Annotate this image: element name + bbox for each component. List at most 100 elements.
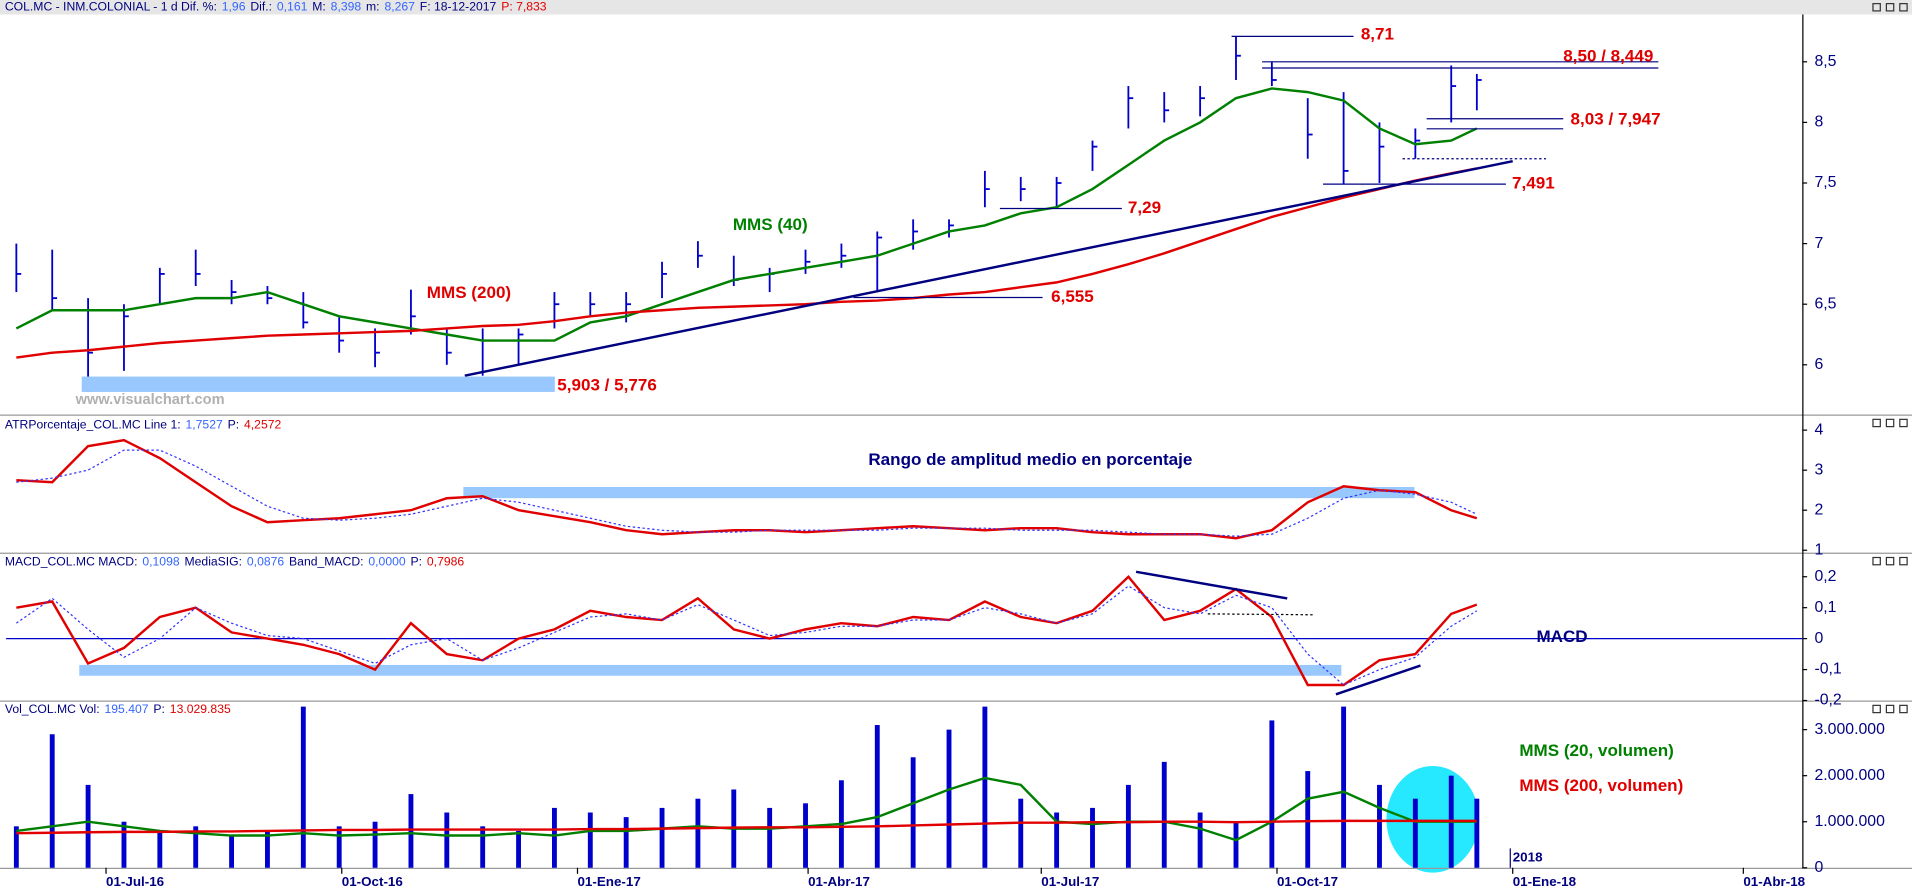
panel-control[interactable] — [1885, 3, 1895, 12]
series-label: MMS (200, volumen) — [1519, 776, 1683, 795]
window-controls — [1872, 3, 1908, 714]
volume-bar — [1090, 807, 1095, 868]
level-label: 8,71 — [1361, 25, 1394, 44]
series-line — [16, 438, 1478, 540]
volume-bar — [1341, 706, 1347, 868]
panel-control[interactable] — [1899, 3, 1908, 12]
header-item: P: 7,833 — [501, 0, 547, 13]
series-line — [16, 167, 1478, 359]
highlight-band — [463, 486, 1415, 499]
volume-bar — [444, 812, 450, 868]
volume-bar — [300, 706, 306, 868]
panel-header: MACD_COL.MC MACD: 0,1098 MediaSIG: 0,0876 Ba… — [5, 555, 465, 569]
volume-bar — [1054, 812, 1060, 868]
volume-bar — [551, 807, 557, 868]
header-item: P: — [411, 555, 423, 569]
level-label: 6,555 — [1051, 287, 1094, 306]
panel-control[interactable] — [1872, 704, 1881, 714]
panel-control[interactable] — [1899, 704, 1908, 714]
x-tick-label: 01-Jul-16 — [106, 874, 164, 889]
header-item: 0,0876 — [247, 555, 284, 569]
header-item: F: 18-12-2017 — [420, 0, 497, 13]
panel-control[interactable] — [1899, 418, 1908, 428]
volume-bar — [1377, 784, 1382, 868]
series-label: MMS (40) — [733, 215, 808, 234]
volume-bar — [767, 807, 773, 868]
highlight-ellipse — [1386, 765, 1480, 873]
volume-bar — [85, 784, 91, 868]
y-tick-label: 3.000.000 — [1814, 721, 1885, 738]
header-item: MediaSIG: — [185, 555, 243, 569]
volume-bar — [1474, 798, 1480, 868]
x-tick-label: 01-Ene-18 — [1513, 874, 1577, 889]
header-item: 0,0000 — [368, 555, 405, 569]
volume-bar — [1412, 798, 1418, 868]
panel-control[interactable] — [1872, 3, 1881, 12]
volume-bar — [1161, 761, 1167, 868]
y-tick-label: 2 — [1814, 501, 1823, 518]
series-line — [16, 819, 1477, 835]
volume-bar — [1233, 821, 1239, 868]
y-tick-label: 2.000.000 — [1814, 767, 1885, 784]
level-label: 7,491 — [1512, 174, 1555, 193]
volume-bar — [587, 812, 593, 868]
y-tick-label: -0,1 — [1814, 661, 1842, 678]
header-bar — [0, 0, 1912, 15]
y-tick-label: 7 — [1814, 235, 1823, 252]
y-tick-label: 4 — [1814, 421, 1823, 438]
panel-control[interactable] — [1885, 704, 1895, 714]
series-line — [16, 449, 1478, 537]
volume-bar — [1269, 720, 1275, 868]
volume-bar — [1018, 798, 1024, 868]
volume-bar — [13, 826, 19, 868]
header-item: 0,1098 — [142, 555, 179, 569]
panel-header: Vol_COL.MC Vol: 195.407 P: 13.029.835 — [5, 702, 231, 716]
panel-control[interactable] — [1872, 418, 1881, 428]
panel-control[interactable] — [1885, 418, 1895, 428]
y-tick-label: 8,5 — [1814, 53, 1836, 70]
panel-control[interactable] — [1899, 556, 1908, 566]
volume-bar — [946, 729, 952, 868]
header-item: 0,161 — [277, 0, 308, 13]
volume-bar — [803, 803, 808, 868]
series-label: MMS (20, volumen) — [1519, 741, 1673, 760]
volume-bar — [265, 830, 270, 868]
level-band — [81, 376, 555, 392]
volume-bar — [982, 706, 988, 868]
header-item: COL.MC - INM.COLONIAL - 1 d Dif. %: — [5, 0, 217, 13]
volume-bar — [193, 826, 199, 868]
y-tick-label: -0,2 — [1814, 692, 1841, 709]
trendline — [1135, 570, 1288, 600]
annotation: Rango de amplitud medio en porcentaje — [868, 450, 1192, 469]
volume-bar — [1305, 771, 1311, 868]
header-item: Band_MACD: — [289, 555, 363, 569]
level-label: 8,03 / 7,947 — [1571, 110, 1661, 129]
header-item: MACD_COL.MC MACD: — [5, 555, 138, 569]
x-tick-label: 01-Abr-17 — [808, 874, 870, 889]
panel-control[interactable] — [1885, 556, 1895, 566]
x-tick-label: 01-Abr-18 — [1743, 874, 1805, 889]
volume-bar — [1197, 812, 1203, 868]
x-tick-label: 01-Oct-17 — [1277, 874, 1338, 889]
y-tick-label: 1.000.000 — [1814, 813, 1885, 830]
year-marker-label: 2018 — [1513, 850, 1543, 865]
header-item: Vol_COL.MC Vol: — [5, 702, 100, 716]
y-tick-label: 0 — [1814, 859, 1823, 876]
y-tick-label: 7,5 — [1814, 174, 1836, 191]
volume-bar — [480, 826, 486, 868]
panel-control[interactable] — [1872, 556, 1881, 566]
header-item: Dif.: — [250, 0, 272, 13]
level-label: 8,50 / 8,449 — [1563, 46, 1653, 65]
header-item: M: — [312, 0, 326, 13]
level-label: 7,29 — [1128, 198, 1161, 217]
level-label: 5,903 / 5,776 — [557, 376, 657, 395]
panel-frames — [0, 14, 1912, 869]
volume-bar — [121, 821, 127, 868]
header-item: 13.029.835 — [170, 702, 231, 716]
volume-bar — [157, 830, 163, 868]
series-label: MMS (200) — [427, 283, 511, 302]
trendline — [464, 160, 1513, 377]
